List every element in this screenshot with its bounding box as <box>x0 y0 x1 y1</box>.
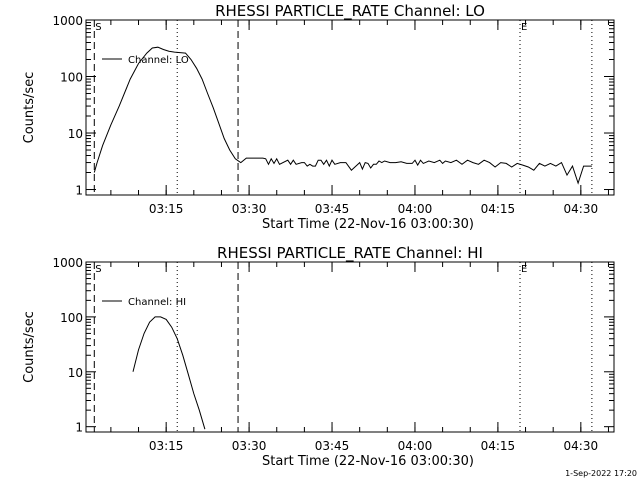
hi-x-tick-label: 04:30 <box>564 439 599 453</box>
lo-y-tick-label: 1000 <box>52 14 83 28</box>
lo-y-axis-label: Counts/sec <box>22 72 37 144</box>
lo-series-line <box>93 46 592 185</box>
lo-legend-label: Channel: LO <box>128 55 189 66</box>
lo-x-axis-label: Start Time (22-Nov-16 03:00:30) <box>262 217 474 232</box>
lo-marker-label: E <box>521 22 527 33</box>
lo-marker-label: S <box>95 22 101 33</box>
lo-x-tick-label: 04:30 <box>564 202 599 216</box>
hi-marker-label: S <box>95 264 101 275</box>
lo-x-tick-label: 03:15 <box>149 202 184 216</box>
lo-chart-title: RHESSI PARTICLE_RATE Channel: LO <box>215 2 485 21</box>
lo-x-tick-label: 03:30 <box>232 202 267 216</box>
footer-timestamp: 1-Sep-2022 17:20 <box>565 469 637 478</box>
hi-y-tick-label: 10 <box>68 366 83 380</box>
hi-y-tick-label: 1000 <box>52 256 83 270</box>
hi-plot-frame <box>85 261 615 433</box>
hi-y-axis-label: Counts/sec <box>22 311 37 383</box>
hi-legend-label: Channel: HI <box>128 297 186 308</box>
hi-series-line <box>132 316 206 430</box>
lo-x-tick-label: 04:00 <box>398 202 433 216</box>
lo-x-tick-label: 03:45 <box>315 202 350 216</box>
hi-x-tick-label: 03:30 <box>232 439 267 453</box>
lo-y-tick-label: 100 <box>60 71 83 85</box>
lo-x-tick-label: 04:15 <box>481 202 516 216</box>
hi-chart-title: RHESSI PARTICLE_RATE Channel: HI <box>217 244 483 263</box>
hi-x-tick-label: 04:00 <box>398 439 433 453</box>
hi-y-tick-label: 100 <box>60 311 83 325</box>
hi-x-tick-label: 04:15 <box>481 439 516 453</box>
lo-plot-frame <box>85 19 615 196</box>
hi-x-axis-label: Start Time (22-Nov-16 03:00:30) <box>262 454 474 469</box>
lo-y-tick-label: 10 <box>68 127 83 141</box>
hi-x-tick-label: 03:15 <box>149 439 184 453</box>
hi-x-tick-label: 03:45 <box>315 439 350 453</box>
hi-marker-label: E <box>521 264 527 275</box>
lo-y-tick-label: 1 <box>75 184 83 198</box>
hi-y-tick-label: 1 <box>75 421 83 435</box>
